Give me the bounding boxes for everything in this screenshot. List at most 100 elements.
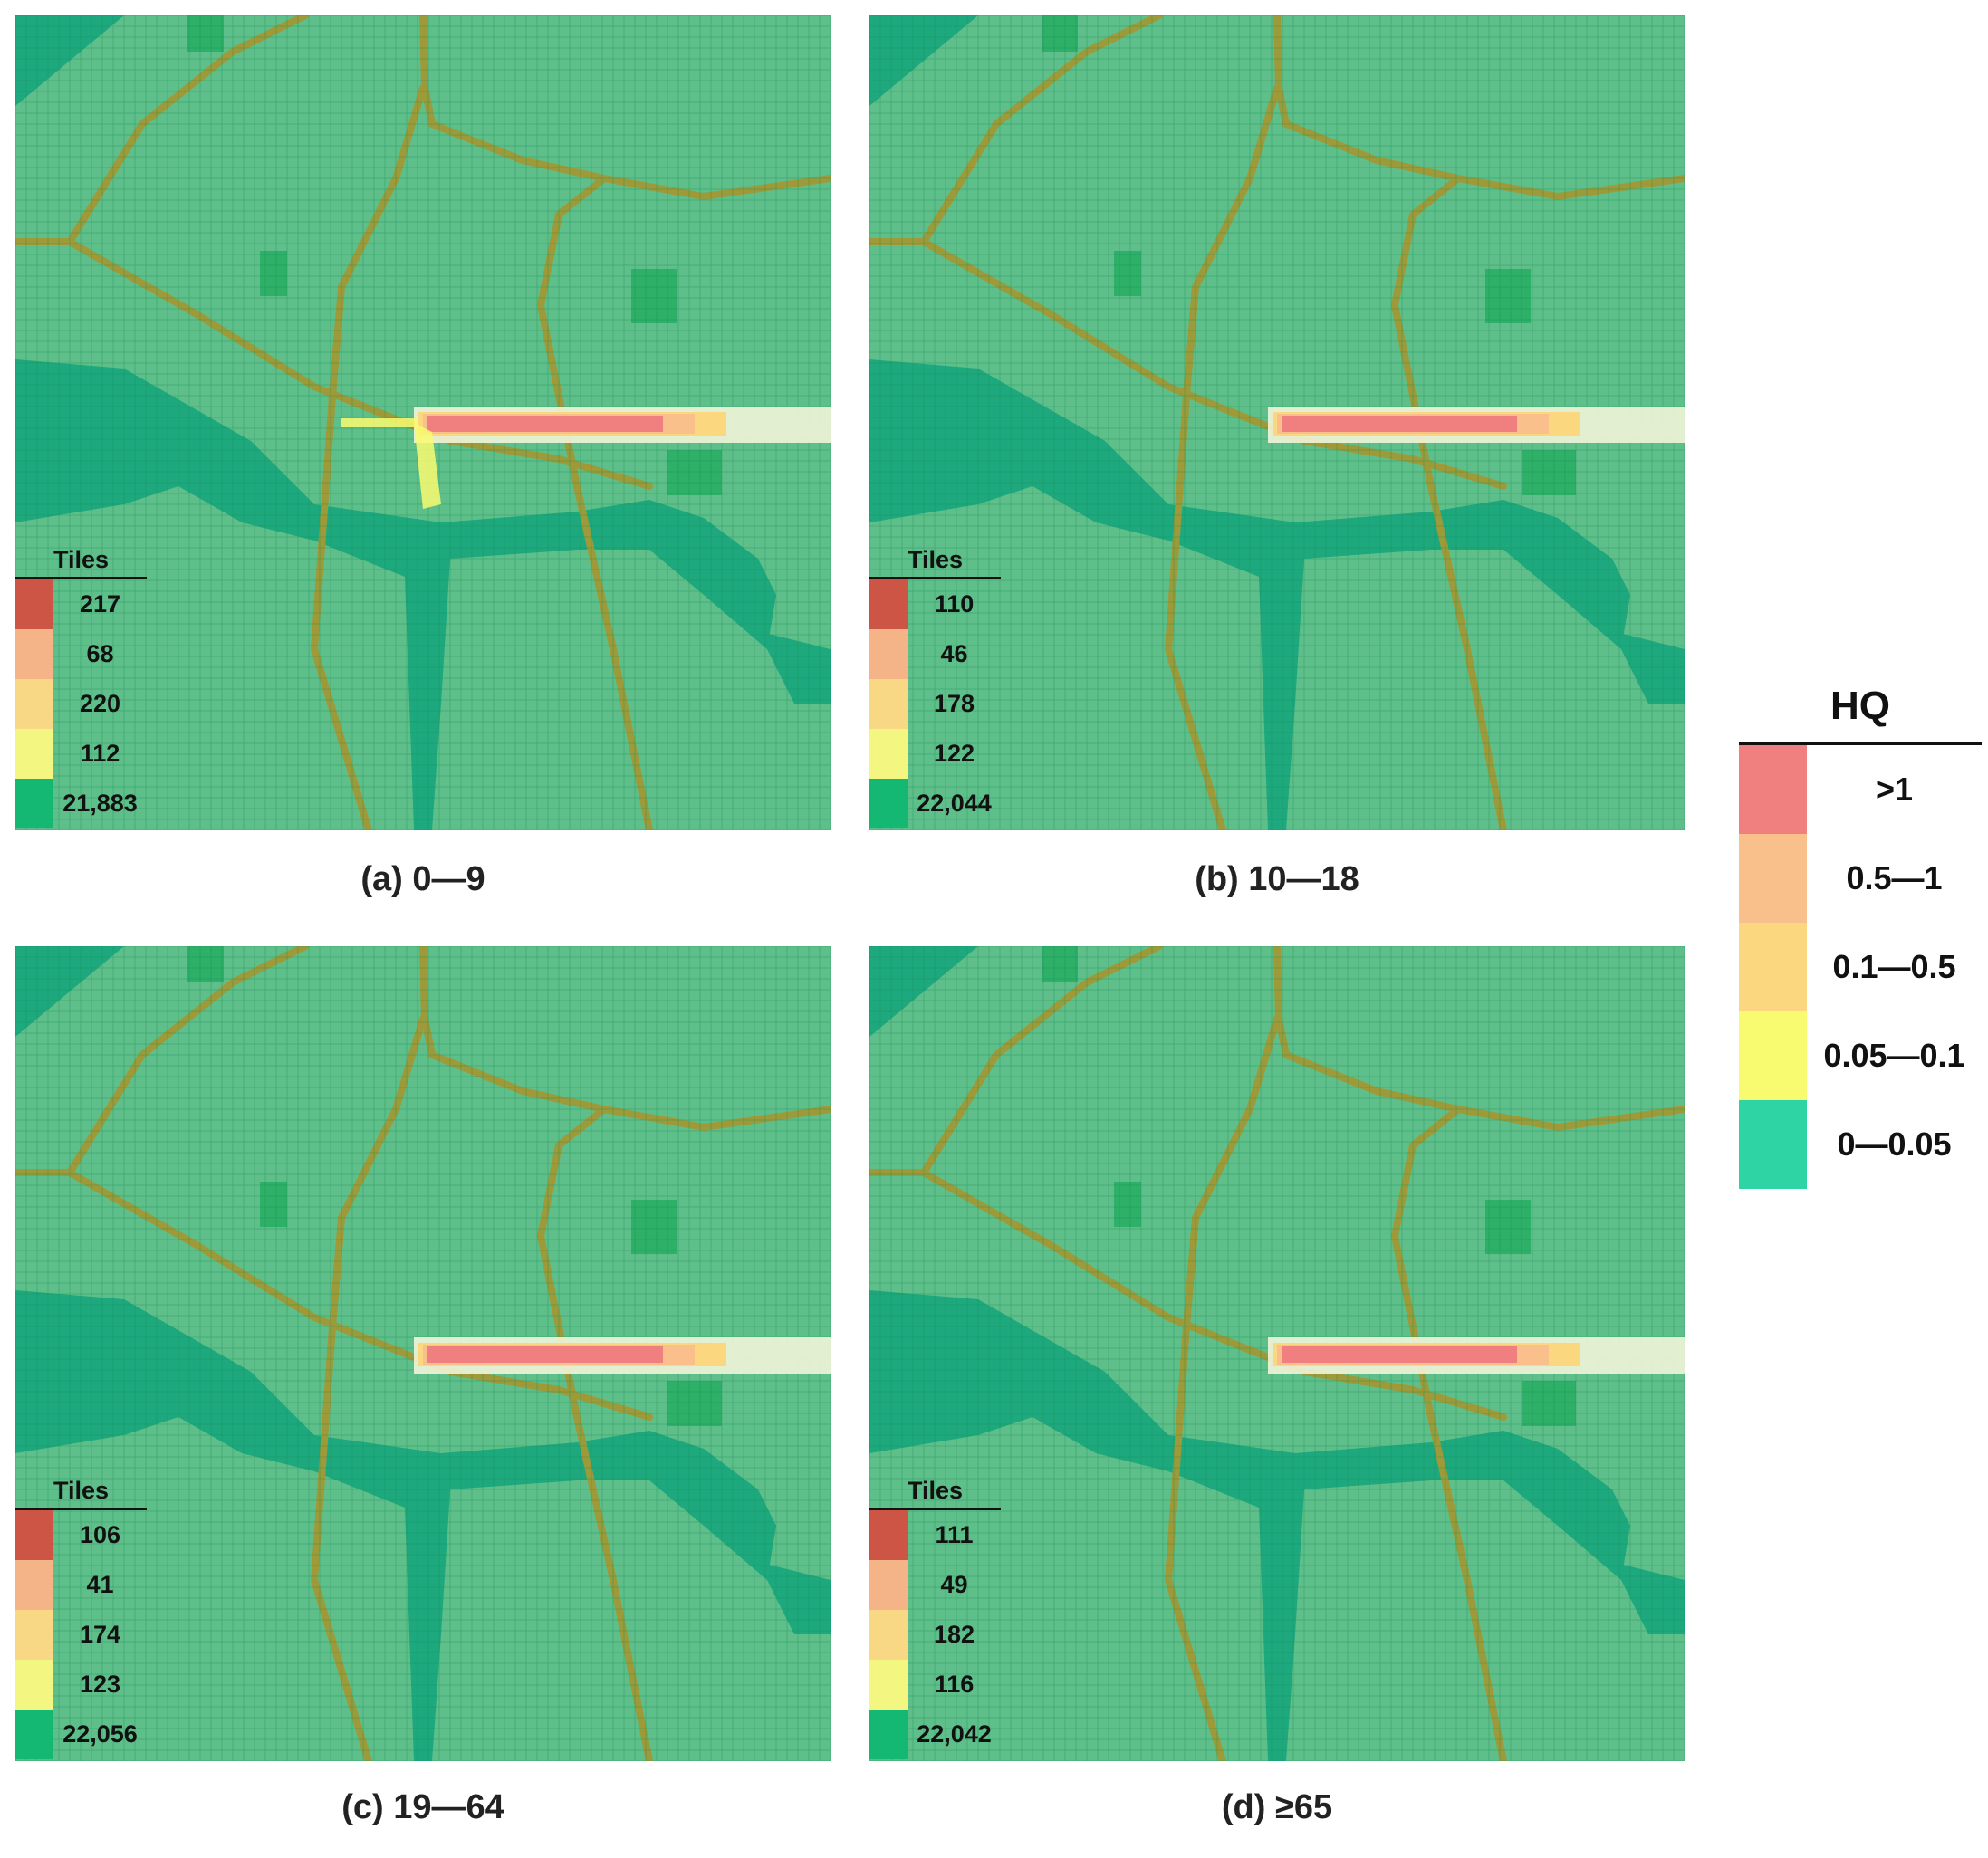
tiles-legend-title: Tiles — [869, 1473, 1001, 1510]
tiles-count: 22,042 — [917, 1720, 992, 1748]
water-east — [758, 1562, 831, 1634]
hq-swatch — [1739, 745, 1807, 834]
plume-class-gt1 — [427, 416, 663, 432]
park-area — [187, 946, 224, 982]
hq-swatch — [1739, 923, 1807, 1011]
tiles-swatch — [15, 629, 53, 679]
tiles-count: 217 — [79, 590, 121, 618]
park-area — [631, 1200, 677, 1254]
tiles-row-0.1-0.5: 178 — [869, 679, 1001, 729]
tiles-legend-title: Tiles — [15, 542, 147, 579]
tiles-swatch — [869, 1660, 908, 1710]
map-image — [15, 15, 831, 830]
panel-caption-b: (b) 10—18 — [1195, 860, 1359, 898]
tiles-swatch — [15, 579, 53, 629]
plume-class-0.05-0.1 — [341, 418, 418, 427]
tiles-count: 174 — [79, 1621, 121, 1648]
tiles-count: 122 — [933, 740, 975, 767]
river-estuary — [15, 1290, 776, 1761]
tiles-count: 68 — [86, 640, 114, 667]
hq-class-0-0.05: 0—0.05 — [1739, 1100, 1982, 1189]
tiles-swatch — [15, 1510, 53, 1560]
tiles-swatch — [15, 1710, 53, 1759]
river-estuary — [15, 359, 776, 830]
park-area — [631, 269, 677, 323]
park-area — [1522, 450, 1576, 495]
water-east — [758, 631, 831, 704]
tiles-row-0-0.05: 22,056 — [15, 1710, 147, 1759]
tiles-row-0-0.05: 22,042 — [869, 1710, 1001, 1759]
park-area — [260, 1182, 287, 1227]
hq-plume — [1268, 1337, 1685, 1374]
map-image — [869, 946, 1685, 1761]
tiles-row-0.05-0.1: 116 — [869, 1660, 1001, 1710]
tiles-count: 110 — [934, 590, 975, 618]
tiles-count: 21,883 — [62, 790, 138, 817]
tiles-count: 112 — [80, 740, 120, 767]
tiles-legend: Tiles 217 68 220 112 21,883 — [15, 542, 147, 830]
road-line — [1390, 175, 1507, 830]
tiles-swatch — [15, 779, 53, 828]
tiles-row-0.5-1: 68 — [15, 629, 147, 679]
road-line — [1164, 1015, 1281, 1761]
road-line — [310, 84, 427, 830]
tiles-row-gt1: 217 — [15, 579, 147, 629]
tiles-row-0.05-0.1: 123 — [15, 1660, 147, 1710]
tiles-row-0.5-1: 46 — [869, 629, 1001, 679]
map-panel-a: Tiles 217 68 220 112 21,883 — [15, 15, 831, 830]
map-image — [869, 15, 1685, 830]
hq-class-gt1: >1 — [1739, 745, 1982, 834]
road-line — [66, 946, 309, 1176]
park-area — [1114, 1182, 1141, 1227]
hq-class-0.1-0.5: 0.1—0.5 — [1739, 923, 1982, 1011]
park-area — [1114, 251, 1141, 296]
tiles-swatch — [15, 729, 53, 779]
map-panel-d: Tiles 111 49 182 116 22,042 — [869, 946, 1685, 1761]
tiles-count: 41 — [86, 1571, 114, 1598]
road-line — [66, 15, 309, 245]
road-line — [1164, 84, 1281, 830]
road-line — [920, 946, 1163, 1176]
river-estuary — [869, 359, 1630, 830]
park-area — [187, 15, 224, 52]
hq-label: 0.05—0.1 — [1823, 1037, 1965, 1074]
plume-class-gt1 — [1282, 416, 1517, 432]
tiles-swatch — [869, 1710, 908, 1759]
tiles-row-0.05-0.1: 122 — [869, 729, 1001, 779]
panel-caption-c: (c) 19—64 — [341, 1788, 504, 1826]
tiles-row-gt1: 111 — [869, 1510, 1001, 1560]
road-line — [1390, 1106, 1507, 1761]
tiles-row-0-0.05: 21,883 — [15, 779, 147, 828]
hq-class-0.05-0.1: 0.05—0.1 — [1739, 1011, 1982, 1100]
tiles-legend: Tiles 111 49 182 116 22,042 — [869, 1473, 1001, 1761]
water-east — [1612, 631, 1685, 704]
tiles-swatch — [15, 1560, 53, 1610]
panel-caption-d: (d) ≥65 — [1221, 1788, 1333, 1826]
hq-plume — [341, 407, 831, 509]
tiles-row-0.1-0.5: 220 — [15, 679, 147, 729]
tiles-row-0.05-0.1: 112 — [15, 729, 147, 779]
park-area — [1485, 1200, 1531, 1254]
park-area — [667, 1381, 722, 1426]
tiles-count: 178 — [933, 690, 975, 717]
tiles-row-0.5-1: 49 — [869, 1560, 1001, 1610]
tiles-row-0-0.05: 22,044 — [869, 779, 1001, 828]
river-northwest — [15, 15, 124, 106]
tiles-count: 220 — [79, 690, 121, 717]
tiles-swatch — [869, 1510, 908, 1560]
tiles-swatch — [869, 729, 908, 779]
river-estuary — [869, 1290, 1630, 1761]
tiles-legend-title: Tiles — [869, 542, 1001, 579]
tiles-count: 111 — [935, 1521, 974, 1548]
panel-caption-a: (a) 0—9 — [360, 860, 485, 898]
hq-class-0.5-1: 0.5—1 — [1739, 834, 1982, 923]
park-area — [1042, 15, 1078, 52]
tiles-row-gt1: 106 — [15, 1510, 147, 1560]
map-panel-b: Tiles 110 46 178 122 22,044 — [869, 15, 1685, 830]
river-northwest — [869, 15, 978, 106]
tiles-count: 106 — [79, 1521, 121, 1548]
tiles-swatch — [869, 679, 908, 729]
tiles-count: 123 — [79, 1671, 121, 1698]
hq-plume — [1268, 407, 1685, 443]
tiles-swatch — [15, 1610, 53, 1660]
